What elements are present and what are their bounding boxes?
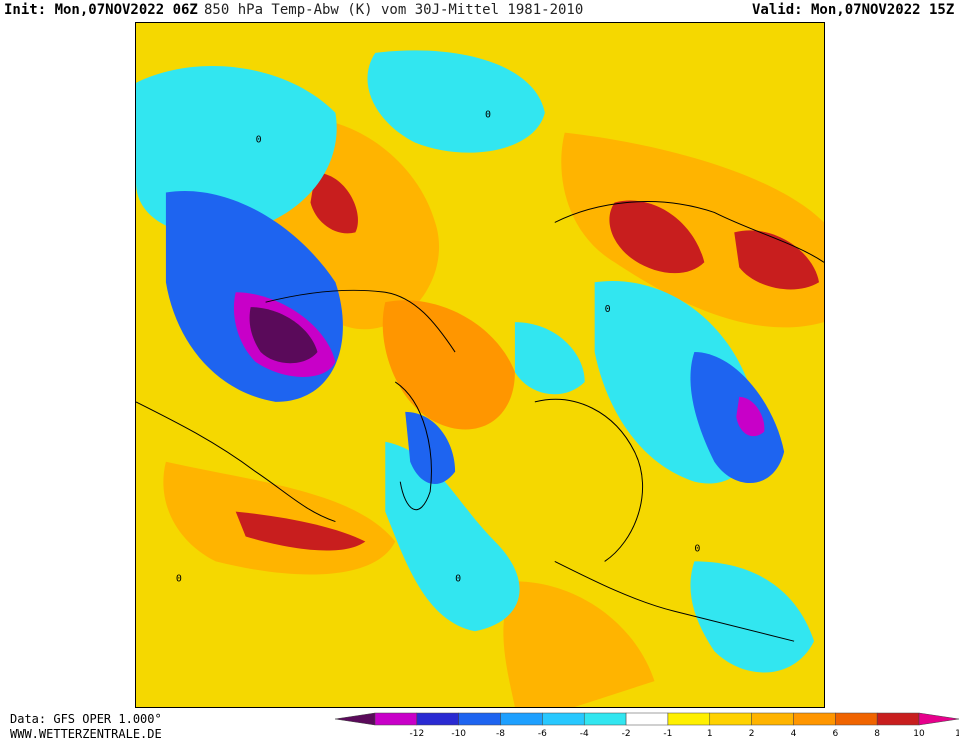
legend-bin	[625, 712, 669, 726]
coastlines	[136, 201, 824, 642]
color-legend: -12-10-8-6-4-2-1124681012	[335, 712, 959, 740]
legend-tick-label: -2	[622, 729, 631, 739]
data-source-label: Data: GFS OPER 1.000°	[10, 712, 162, 726]
coastline-north-america	[136, 401, 336, 523]
cold-anomaly-scandinavia-light	[514, 322, 585, 395]
cold-anomaly-atlantic-light	[385, 441, 520, 632]
zero-contour-labels: 0 0 0 0 0 0	[176, 110, 701, 585]
very-cold-anomaly-asia-core	[736, 396, 765, 437]
hot-anomaly-canada-core	[310, 172, 358, 234]
legend-tick-label: -4	[580, 729, 589, 739]
legend-bin	[751, 712, 794, 726]
legend-bin	[542, 712, 585, 726]
valid-time-label: Valid: Mon,07NOV2022 15Z	[752, 2, 955, 18]
coastline-greenland	[394, 381, 432, 511]
zero-contour-label: 0	[455, 573, 461, 584]
cold-anomaly-north-light	[367, 50, 545, 153]
hot-anomaly-pacific-core	[235, 511, 366, 551]
hot-anomaly-siberia-east-core	[734, 230, 820, 290]
legend-tick-label: 4	[791, 729, 797, 739]
map-title: 850 hPa Temp-Abw (K) vom 30J-Mittel 1981…	[204, 2, 584, 18]
legend-tick-label: -1	[663, 729, 672, 739]
zero-contour-label: 0	[256, 135, 262, 146]
zero-contour-label: 0	[485, 110, 491, 121]
legend-bin	[709, 712, 752, 726]
website-credit[interactable]: WWW.WETTERZENTRALE.DE	[10, 727, 162, 741]
legend-bin	[876, 712, 920, 726]
very-cold-anomaly-core	[249, 307, 318, 364]
legend-bin	[500, 712, 543, 726]
legend-bin	[583, 712, 627, 726]
legend-tick-label: -12	[409, 729, 424, 739]
legend-tick-label: 1	[707, 729, 713, 739]
legend-bin	[335, 712, 376, 726]
legend-bin	[458, 712, 501, 726]
legend-tick-label: 10	[913, 729, 925, 739]
legend-bin	[918, 712, 959, 726]
legend-bin	[835, 712, 878, 726]
legend-bin	[416, 712, 459, 726]
coastline-asia-south	[554, 560, 795, 642]
hot-anomaly-siberia-core	[609, 200, 705, 274]
init-time-label: Init: Mon,07NOV2022 06Z	[4, 2, 198, 18]
legend-tick-label: 2	[749, 729, 755, 739]
warm-anomaly-central-arctic	[382, 300, 515, 430]
legend-bins	[335, 712, 959, 726]
legend-tick-label: -10	[451, 729, 466, 739]
legend-tick-label: -6	[538, 729, 547, 739]
warm-anomaly-mediterranean-region	[503, 581, 655, 707]
legend-ticks: -12-10-8-6-4-2-1124681012	[409, 729, 959, 739]
zero-contour-label: 0	[605, 304, 611, 315]
legend-tick-label: -8	[496, 729, 505, 739]
anomaly-map[interactable]: 0 0 0 0 0 0	[135, 22, 825, 708]
zero-contour-label: 0	[694, 543, 700, 554]
legend-tick-label: 6	[832, 729, 838, 739]
legend-tick-label: 8	[874, 729, 880, 739]
coastline-siberia	[554, 201, 824, 263]
legend-bin	[374, 712, 418, 726]
legend-bin	[667, 712, 711, 726]
coastline-europe	[534, 398, 643, 562]
legend-bin	[793, 712, 836, 726]
legend-tick-label: 12	[955, 729, 959, 739]
cold-anomaly-mideast-light	[690, 561, 815, 673]
zero-contour-label: 0	[176, 573, 182, 584]
color-legend-scale: -12-10-8-6-4-2-1124681012	[335, 712, 959, 739]
anomaly-map-canvas: 0 0 0 0 0 0	[136, 23, 824, 707]
coastline-canada	[265, 289, 456, 353]
